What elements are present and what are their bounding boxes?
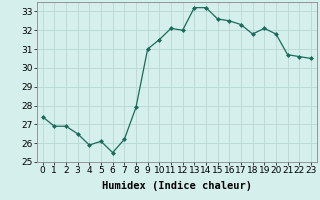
- X-axis label: Humidex (Indice chaleur): Humidex (Indice chaleur): [102, 181, 252, 191]
